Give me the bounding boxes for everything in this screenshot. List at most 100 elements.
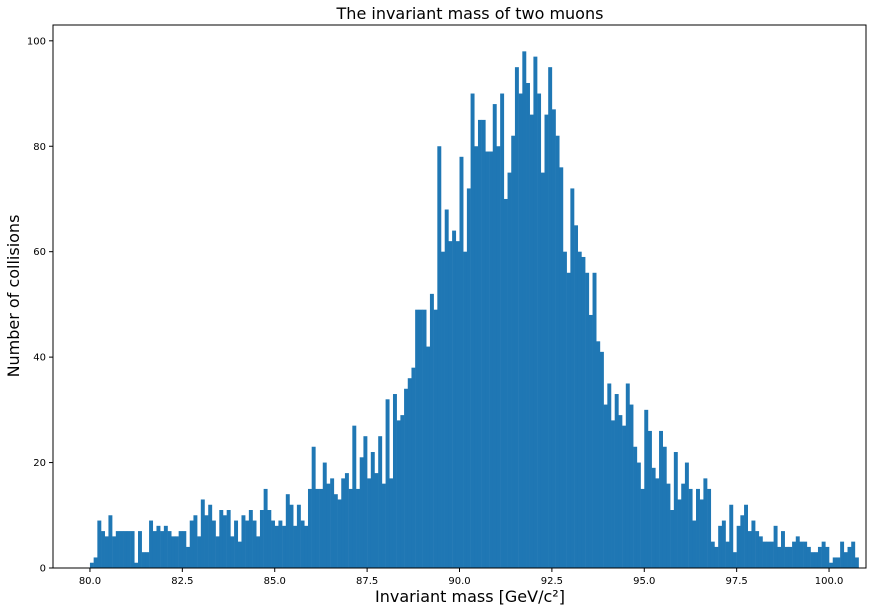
histogram-bar bbox=[234, 520, 239, 568]
histogram-bar bbox=[182, 531, 187, 568]
y-axis-label: Number of collisions bbox=[4, 215, 23, 378]
histogram-bar bbox=[699, 499, 704, 568]
histogram-bar bbox=[747, 531, 752, 568]
histogram-bar bbox=[729, 504, 734, 568]
histogram-bar bbox=[588, 314, 593, 568]
histogram-bar bbox=[792, 541, 797, 568]
histogram-bar bbox=[241, 515, 246, 568]
histogram-bar bbox=[263, 488, 268, 568]
histogram-bar bbox=[123, 531, 128, 568]
histogram-bar bbox=[577, 251, 582, 568]
histogram-bar bbox=[551, 109, 556, 568]
x-tick-label: 92.5 bbox=[541, 576, 563, 587]
histogram-bar bbox=[322, 462, 327, 568]
histogram-bar bbox=[134, 562, 139, 568]
histogram-bar bbox=[89, 562, 94, 568]
histogram-bar bbox=[607, 383, 612, 568]
histogram-bar bbox=[400, 415, 405, 568]
histogram-bar bbox=[843, 552, 848, 568]
histogram-bar bbox=[507, 172, 512, 569]
histogram-bar bbox=[514, 67, 519, 569]
histogram-bar bbox=[330, 478, 335, 568]
histogram-bar bbox=[352, 425, 357, 568]
histogram-bar bbox=[459, 156, 464, 569]
y-tick-label: 60 bbox=[33, 247, 46, 258]
histogram-bar bbox=[651, 467, 656, 568]
histogram-bar bbox=[817, 546, 822, 568]
histogram-bar bbox=[555, 135, 560, 568]
histogram-bar bbox=[319, 488, 324, 568]
histogram-bar bbox=[485, 151, 490, 568]
histogram-bar bbox=[629, 404, 634, 568]
histogram-bar bbox=[647, 430, 652, 568]
histogram-bar bbox=[119, 531, 124, 568]
histogram-bar bbox=[574, 225, 579, 568]
histogram-bar bbox=[673, 452, 678, 568]
histogram-bar bbox=[721, 520, 726, 568]
histogram-bar bbox=[769, 541, 774, 568]
histogram-bar bbox=[592, 272, 597, 568]
x-tick-label: 85.0 bbox=[264, 576, 286, 587]
histogram-bar bbox=[444, 209, 449, 568]
histogram-bar bbox=[489, 151, 494, 568]
histogram-bar bbox=[784, 546, 789, 568]
histogram-bar bbox=[441, 251, 445, 568]
histogram-bar bbox=[496, 146, 501, 568]
histogram-bar bbox=[274, 525, 279, 568]
histogram-bar bbox=[455, 241, 460, 568]
histogram-bar bbox=[101, 531, 105, 568]
histogram-bar bbox=[585, 272, 590, 568]
histogram-bar bbox=[186, 546, 190, 568]
histogram-bar bbox=[282, 525, 287, 568]
histogram-bar bbox=[570, 188, 575, 568]
histogram-bar bbox=[562, 251, 567, 568]
histogram-bar bbox=[348, 488, 353, 568]
histogram-bar bbox=[418, 309, 423, 568]
histogram-bar bbox=[256, 536, 261, 568]
histogram-bar bbox=[466, 188, 471, 568]
y-tick-label: 100 bbox=[27, 36, 46, 47]
histogram-bar bbox=[204, 515, 209, 568]
histogram-bar bbox=[544, 114, 549, 569]
histogram-bar bbox=[766, 541, 771, 568]
histogram-bar bbox=[396, 420, 401, 568]
histogram-bar bbox=[341, 478, 346, 568]
histogram-bar bbox=[847, 546, 852, 568]
histogram-bars bbox=[89, 51, 859, 569]
histogram-bar bbox=[315, 488, 320, 568]
histogram-bar bbox=[744, 504, 748, 568]
histogram-bar bbox=[633, 446, 638, 568]
histogram-bar bbox=[222, 515, 227, 568]
histogram-bar bbox=[271, 520, 275, 568]
histogram-bar bbox=[533, 56, 538, 568]
histogram-bar bbox=[529, 114, 534, 569]
histogram-bar bbox=[160, 531, 165, 568]
histogram-bar bbox=[481, 119, 486, 568]
histogram-bar bbox=[112, 536, 117, 568]
histogram-bar bbox=[788, 546, 793, 568]
histogram-bar bbox=[411, 367, 416, 568]
histogram-bar bbox=[740, 515, 745, 568]
histogram-bar bbox=[566, 272, 571, 568]
histogram-bar bbox=[200, 499, 205, 568]
histogram-bar bbox=[152, 531, 157, 568]
histogram-bar bbox=[736, 525, 741, 568]
histogram-bar bbox=[618, 415, 623, 568]
histogram-bar bbox=[230, 536, 235, 568]
histogram-bar bbox=[178, 531, 183, 568]
histogram-bar bbox=[307, 488, 312, 568]
histogram-bar bbox=[215, 536, 220, 568]
histogram-bar bbox=[197, 536, 202, 568]
histogram-bar bbox=[367, 478, 372, 568]
histogram-bar bbox=[130, 531, 135, 568]
x-tick-label: 97.5 bbox=[726, 576, 748, 587]
histogram-bar bbox=[548, 67, 553, 569]
histogram-bar bbox=[474, 146, 479, 568]
histogram-bar bbox=[285, 494, 290, 568]
histogram-bar bbox=[333, 494, 338, 568]
histogram-bar bbox=[758, 536, 763, 568]
histogram-bar bbox=[777, 546, 782, 568]
histogram-bar bbox=[141, 552, 146, 568]
histogram-bar bbox=[470, 93, 475, 568]
histogram-bar bbox=[359, 457, 364, 568]
